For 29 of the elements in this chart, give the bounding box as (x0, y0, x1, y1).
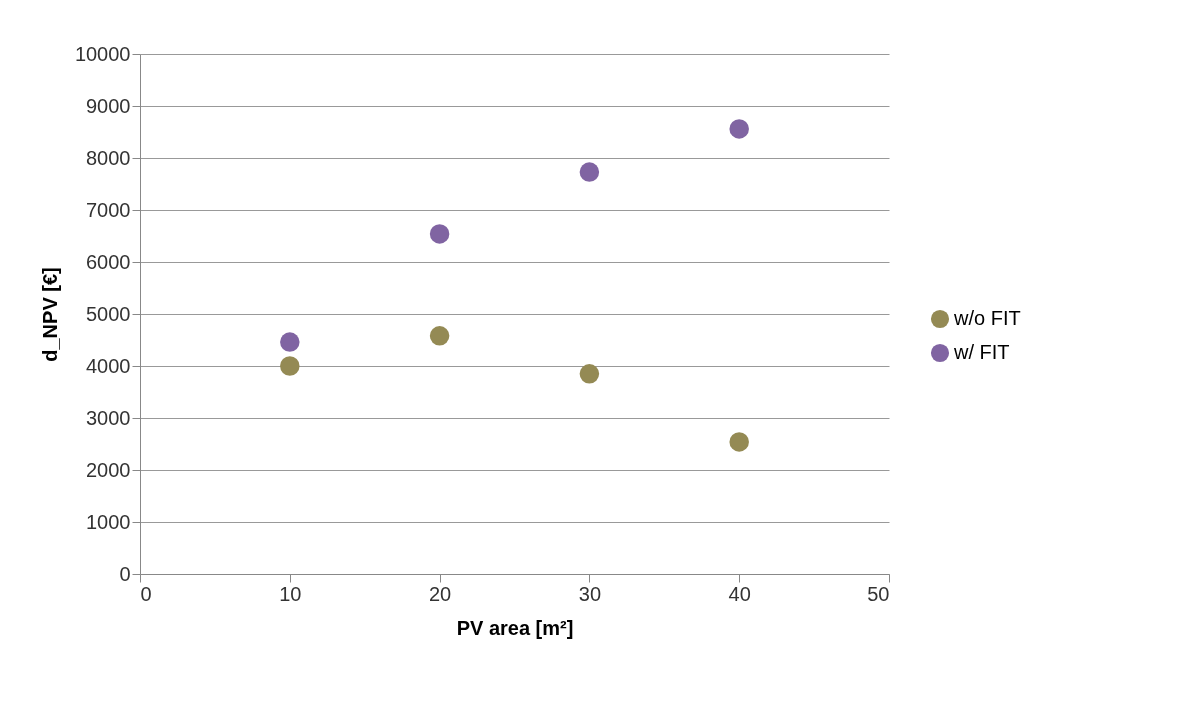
legend-label: w/o FIT (953, 307, 1021, 329)
y-tick-label: 6000 (86, 250, 131, 273)
y-tick-label: 4000 (86, 354, 131, 377)
y-axis-title: d_NPV [€] (38, 267, 61, 362)
y-tick-label: 0 (119, 562, 131, 585)
y-tick-label: 9000 (86, 94, 131, 117)
y-tick-label: 3000 (86, 406, 131, 429)
y-tick-label: 1000 (86, 510, 131, 533)
y-tick-label: 8000 (86, 146, 131, 169)
point (579, 162, 600, 182)
point (280, 332, 300, 352)
point (280, 356, 300, 376)
x-axis-title: PV area [m²] (456, 616, 574, 639)
legend-label: w/ FIT (953, 341, 1010, 363)
x-tick-label: 20 (428, 582, 452, 605)
point (729, 432, 749, 452)
point (429, 224, 450, 244)
point (729, 119, 749, 139)
y-tick-label: 7000 (86, 198, 131, 221)
point (579, 364, 600, 384)
y-tick-label: 10000 (74, 42, 131, 65)
x-tick-label: 30 (578, 582, 602, 605)
x-tick-label: 0 (140, 582, 152, 605)
x-tick-label: 50 (867, 582, 890, 605)
x-tick-label: 10 (279, 582, 302, 605)
x-tick-label: 40 (728, 582, 751, 605)
point (429, 326, 450, 346)
y-tick-label: 2000 (86, 458, 131, 481)
y-tick-label: 5000 (86, 302, 131, 325)
